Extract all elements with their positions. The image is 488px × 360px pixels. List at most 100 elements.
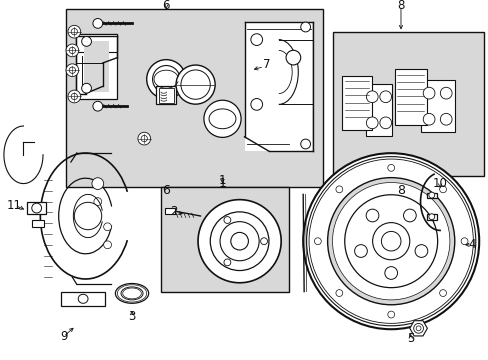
Circle shape [372,222,409,260]
Bar [244,22,312,151]
Circle shape [71,28,78,35]
Circle shape [327,177,454,305]
Circle shape [146,60,185,99]
Circle shape [440,87,451,99]
Circle shape [387,165,394,171]
Text: 11: 11 [7,199,22,212]
Circle shape [103,223,111,231]
Circle shape [335,290,342,297]
Bar [342,76,371,130]
Circle shape [366,209,378,222]
Circle shape [66,44,79,57]
Circle shape [68,90,81,103]
Circle shape [335,186,342,193]
Circle shape [32,203,41,213]
Circle shape [141,135,147,142]
Text: 2: 2 [169,205,177,218]
Circle shape [285,50,300,65]
Circle shape [176,65,215,104]
Text: 6: 6 [162,0,170,12]
Text: 10: 10 [432,177,447,190]
Circle shape [300,22,310,32]
Circle shape [403,209,415,222]
Bar [76,34,117,52]
Bar [426,214,436,220]
Circle shape [210,212,268,271]
Circle shape [384,267,397,279]
Text: 7: 7 [262,58,270,71]
Circle shape [152,66,180,93]
Circle shape [68,25,81,38]
Circle shape [379,91,391,103]
Circle shape [224,259,230,266]
Bar [365,84,392,136]
Circle shape [81,36,91,46]
Circle shape [423,113,434,125]
Circle shape [460,238,467,245]
Circle shape [439,186,446,193]
Circle shape [344,195,437,288]
Text: 5: 5 [406,332,414,345]
Circle shape [260,238,267,245]
Circle shape [198,200,281,283]
Bar [332,32,483,176]
Circle shape [69,67,76,73]
Text: 6: 6 [162,184,170,197]
Bar [66,9,322,187]
Ellipse shape [115,283,148,303]
Text: 8: 8 [396,0,404,12]
Text: 9: 9 [60,330,67,343]
Circle shape [69,47,76,54]
Bar [394,69,426,125]
Bar [161,187,288,292]
Bar [61,292,105,306]
Text: 1: 1 [218,177,226,190]
Circle shape [439,290,446,297]
Bar [32,220,44,227]
Text: 1: 1 [218,174,226,186]
Circle shape [366,117,377,129]
Circle shape [94,198,102,206]
Circle shape [93,18,102,28]
Bar [76,34,117,99]
Circle shape [66,64,79,77]
Circle shape [138,132,150,145]
Circle shape [92,178,103,189]
Circle shape [303,153,478,329]
Text: 3: 3 [128,310,136,323]
Circle shape [423,87,434,99]
Circle shape [103,241,111,249]
Bar [159,88,173,103]
Circle shape [413,323,423,333]
Bar [84,41,108,92]
Circle shape [250,99,262,110]
Bar [164,208,174,214]
Circle shape [366,91,377,103]
Circle shape [415,326,420,331]
Bar [426,193,436,198]
Circle shape [332,183,449,300]
Circle shape [250,34,262,45]
Circle shape [414,245,427,257]
Circle shape [230,233,248,250]
Circle shape [379,117,391,129]
Circle shape [81,83,91,93]
Circle shape [354,245,366,257]
Bar [27,202,46,214]
Circle shape [428,214,434,220]
Circle shape [387,311,394,318]
Circle shape [203,100,241,138]
Circle shape [308,159,472,323]
Circle shape [440,113,451,125]
Circle shape [428,192,434,198]
Circle shape [224,217,230,224]
Circle shape [93,101,102,111]
Circle shape [306,157,475,326]
Ellipse shape [121,287,143,300]
Circle shape [314,238,321,245]
Bar [156,86,176,104]
Circle shape [381,231,400,251]
Circle shape [74,202,102,230]
Circle shape [71,93,78,100]
Text: 8: 8 [396,184,404,197]
